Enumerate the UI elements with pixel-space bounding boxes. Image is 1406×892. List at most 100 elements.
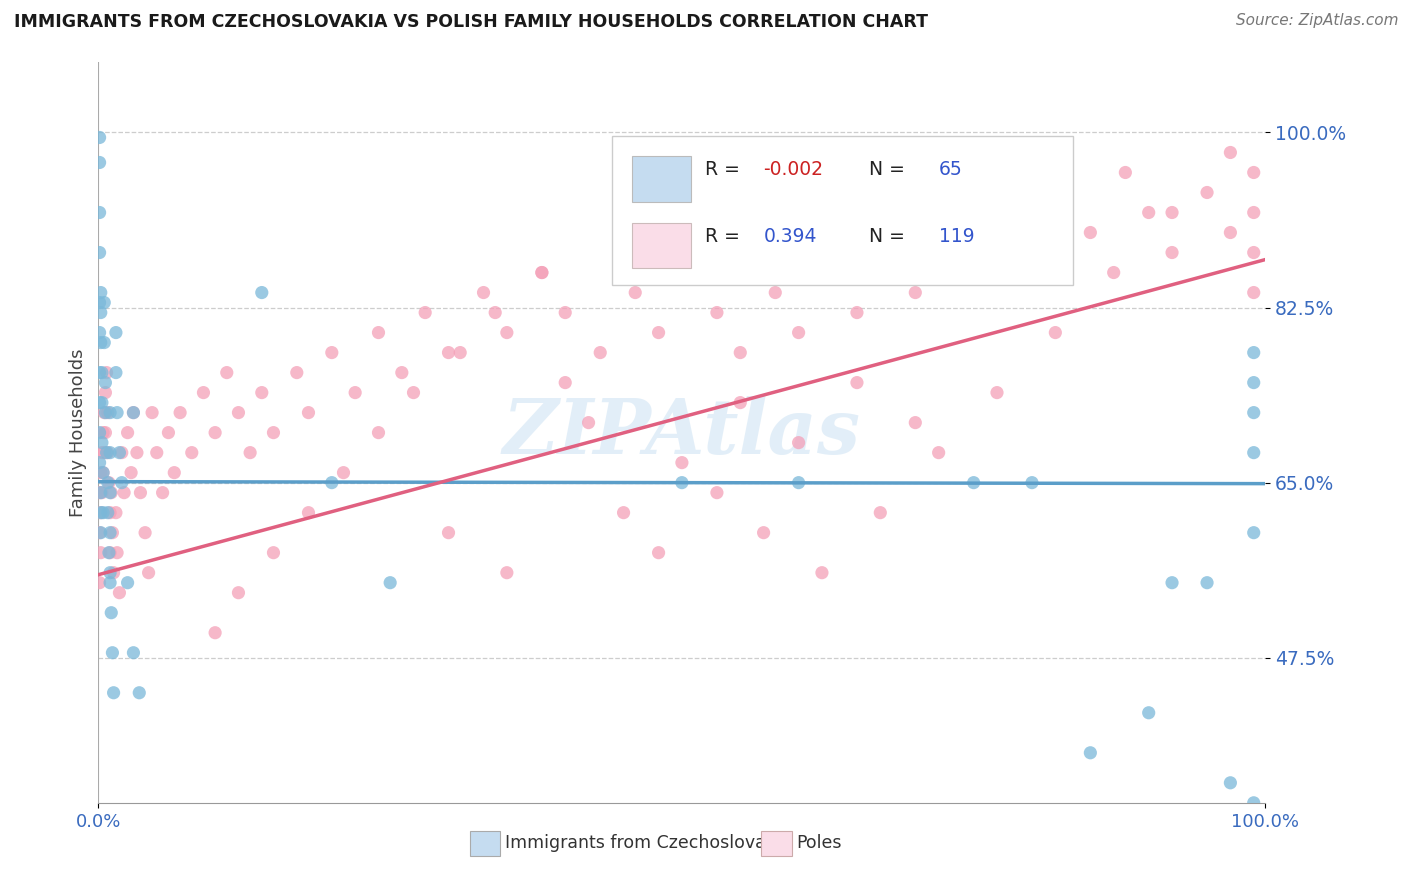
Point: [1114, 165, 1136, 179]
Point: [402, 385, 425, 400]
Point: [89, 485, 111, 500]
Point: [869, 506, 891, 520]
Point: [1161, 205, 1184, 219]
Point: [1243, 525, 1265, 540]
Point: [89, 456, 111, 470]
Point: [105, 406, 128, 420]
Point: [262, 425, 284, 440]
Point: [97, 506, 120, 520]
Point: [228, 406, 250, 420]
Point: [98, 575, 121, 590]
Point: [89, 205, 111, 219]
FancyBboxPatch shape: [612, 136, 1073, 285]
Point: [93, 406, 115, 420]
Point: [138, 566, 160, 580]
Text: -0.002: -0.002: [763, 161, 824, 179]
Point: [250, 285, 273, 300]
Point: [671, 456, 693, 470]
Point: [90, 485, 112, 500]
Point: [90, 285, 112, 300]
Point: [589, 345, 612, 359]
Point: [193, 385, 215, 400]
Point: [391, 366, 413, 380]
Point: [997, 205, 1019, 219]
Point: [496, 566, 519, 580]
Point: [90, 506, 112, 520]
Point: [1195, 186, 1218, 200]
Point: [671, 475, 693, 490]
Point: [91, 466, 114, 480]
Point: [129, 485, 152, 500]
Point: [163, 466, 186, 480]
Point: [96, 445, 118, 459]
Point: [1195, 575, 1218, 590]
Point: [157, 425, 180, 440]
Point: [928, 445, 950, 459]
Point: [1243, 796, 1265, 810]
Point: [98, 506, 121, 520]
Point: [1243, 445, 1265, 459]
Point: [90, 445, 112, 459]
Text: Immigrants from Czechoslovakia: Immigrants from Czechoslovakia: [505, 834, 792, 852]
Point: [90, 525, 112, 540]
Point: [96, 366, 118, 380]
Point: [111, 475, 134, 490]
Point: [97, 546, 120, 560]
Point: [93, 295, 115, 310]
Point: [89, 155, 111, 169]
Point: [706, 305, 728, 319]
Point: [122, 406, 145, 420]
Point: [437, 345, 460, 359]
Point: [823, 266, 845, 280]
Point: [285, 366, 308, 380]
Text: 65: 65: [939, 161, 962, 179]
Point: [90, 366, 112, 380]
Point: [98, 525, 121, 540]
Point: [1137, 706, 1160, 720]
Point: [846, 376, 869, 390]
Point: [939, 226, 962, 240]
Point: [904, 416, 927, 430]
Point: [787, 326, 810, 340]
Point: [125, 445, 148, 459]
Text: 0.394: 0.394: [763, 227, 817, 246]
Point: [90, 335, 112, 350]
Point: [112, 485, 135, 500]
Text: N =: N =: [869, 161, 911, 179]
Point: [111, 445, 134, 459]
Point: [90, 506, 112, 520]
Point: [89, 575, 111, 590]
Point: [215, 366, 238, 380]
Point: [90, 466, 112, 480]
Point: [90, 435, 112, 450]
Point: [904, 285, 927, 300]
Point: [986, 385, 1008, 400]
Point: [122, 646, 145, 660]
Point: [94, 406, 117, 420]
Point: [91, 506, 114, 520]
Text: Poles: Poles: [796, 834, 842, 852]
FancyBboxPatch shape: [470, 831, 501, 856]
Point: [89, 425, 111, 440]
Point: [152, 485, 174, 500]
Point: [472, 285, 495, 300]
Point: [91, 425, 114, 440]
Point: [962, 266, 984, 280]
Point: [706, 485, 728, 500]
Point: [98, 546, 121, 560]
Point: [122, 406, 145, 420]
Point: [647, 326, 669, 340]
Point: [297, 506, 319, 520]
Point: [89, 130, 111, 145]
Point: [367, 326, 389, 340]
Point: [1243, 345, 1265, 359]
Point: [530, 266, 553, 280]
Point: [624, 285, 647, 300]
Point: [98, 566, 121, 580]
Point: [204, 425, 226, 440]
Point: [1137, 205, 1160, 219]
Point: [1243, 245, 1265, 260]
Point: [647, 546, 669, 560]
Point: [1045, 326, 1067, 340]
Point: [120, 466, 142, 480]
